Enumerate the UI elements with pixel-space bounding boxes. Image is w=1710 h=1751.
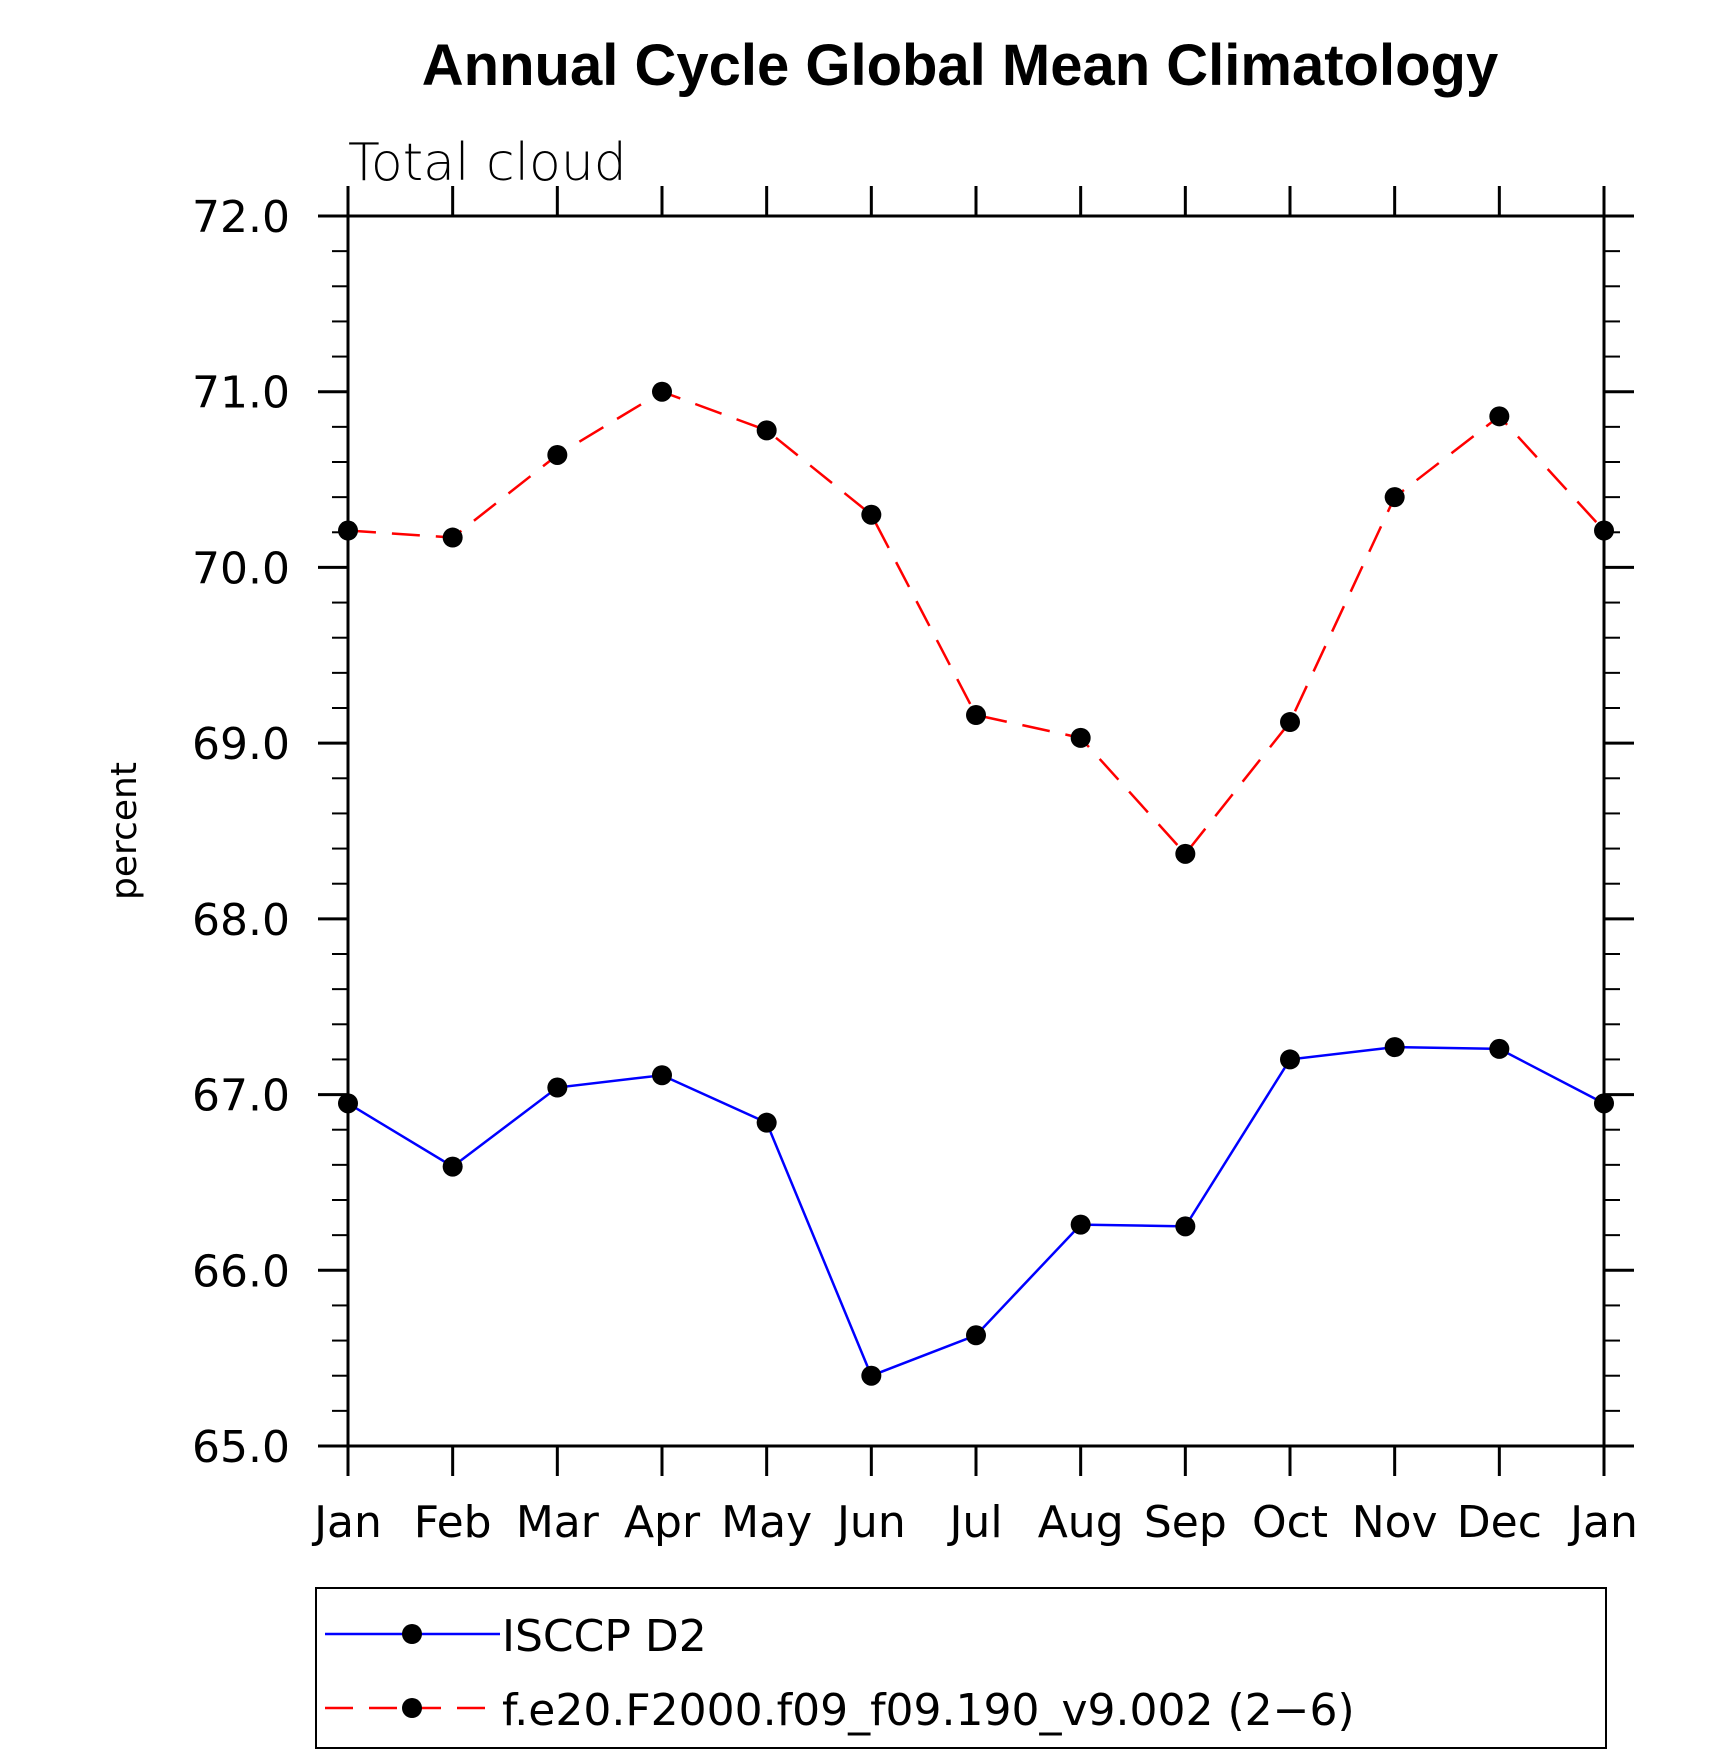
legend-marker-model <box>402 1698 422 1718</box>
series-1-point <box>547 444 568 465</box>
series-0-point <box>1489 1038 1510 1059</box>
series-0-point <box>1280 1049 1300 1070</box>
series-0-point <box>338 1093 358 1114</box>
y-tick-labels: 65.0 66.0 67.0 68.0 69.0 70.0 71.0 72.0 <box>192 192 290 1473</box>
y-axis-label: percent <box>104 762 145 900</box>
series-layer <box>338 381 1614 1386</box>
legend-label-model: f.e20.F2000.f09_f09.190_v9.002 (2−6) <box>502 1685 1355 1736</box>
series-0-point <box>1594 1093 1614 1114</box>
plot-area-frame <box>346 214 1606 1448</box>
legend-box <box>315 1587 1607 1749</box>
series-0-point <box>861 1365 882 1386</box>
y-tick-label: 69.0 <box>192 719 290 770</box>
x-tick-labels: Jan Feb Mar Apr May Jun Jul Aug Sep Oct Nov Dec Jan <box>311 1497 1638 1548</box>
series-1-point <box>652 381 672 402</box>
chart-title: Annual Cycle Global Mean Climatology <box>422 33 1498 98</box>
series-1-point <box>861 504 882 525</box>
x-tick-label: Sep <box>1144 1497 1227 1548</box>
series-0-point <box>966 1325 986 1346</box>
y-tick-label: 65.0 <box>192 1422 290 1473</box>
x-tick-label: Feb <box>414 1497 492 1548</box>
legend-label-isccp: ISCCP D2 <box>502 1611 707 1662</box>
x-tick-label: Jul <box>946 1497 1002 1548</box>
series-0-point <box>442 1156 463 1177</box>
series-0-point <box>652 1065 672 1086</box>
series-1-point <box>1489 406 1510 427</box>
series-0-point <box>756 1112 777 1133</box>
legend: ISCCP D2 f.e20.F2000.f09_f09.190_v9.002 … <box>315 1587 1607 1749</box>
x-tick-label: Dec <box>1457 1497 1542 1548</box>
series-1-point <box>1384 487 1405 508</box>
y-tick-label: 70.0 <box>192 543 290 594</box>
x-tick-label: Jan <box>311 1497 382 1548</box>
y-tick-label: 68.0 <box>192 895 290 946</box>
series-1-point <box>756 420 777 441</box>
chart-subtitle: Total cloud <box>348 133 627 193</box>
y-tick-label: 71.0 <box>192 368 290 419</box>
axis-ticks <box>318 186 1634 1476</box>
series-1-point <box>966 705 986 726</box>
legend-marker-isccp <box>402 1624 422 1644</box>
series-1-point <box>338 520 358 541</box>
series-0-point <box>1384 1037 1405 1058</box>
series-0-point <box>1175 1216 1196 1237</box>
x-tick-label: Oct <box>1252 1497 1328 1548</box>
x-tick-label: Mar <box>516 1497 600 1548</box>
series-1-point <box>1594 520 1614 541</box>
x-tick-label: Jan <box>1567 1497 1638 1548</box>
series-0-point <box>547 1077 568 1098</box>
x-tick-label: May <box>721 1497 812 1548</box>
y-tick-label: 72.0 <box>192 192 290 243</box>
series-1-point <box>442 527 463 548</box>
series-1-point <box>1070 727 1091 748</box>
x-tick-label: Nov <box>1352 1497 1438 1548</box>
y-tick-label: 66.0 <box>192 1246 290 1297</box>
series-0-point <box>1070 1214 1091 1235</box>
x-tick-label: Jun <box>834 1497 906 1548</box>
x-tick-label: Apr <box>624 1497 701 1548</box>
series-1-point <box>1175 843 1196 864</box>
x-tick-label: Aug <box>1038 1497 1124 1548</box>
y-tick-label: 67.0 <box>192 1071 290 1122</box>
series-1-point <box>1280 712 1300 733</box>
series-line-1 <box>347 390 1605 856</box>
